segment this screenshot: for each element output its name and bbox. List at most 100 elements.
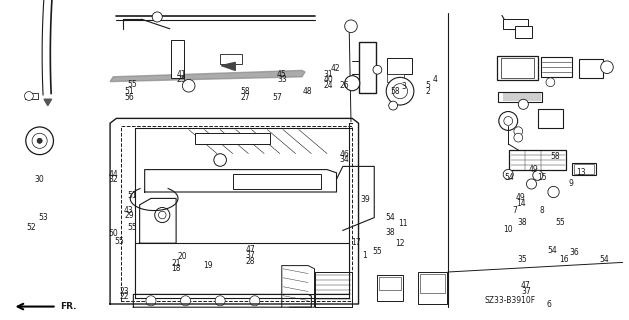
Text: 51: 51	[124, 87, 134, 96]
Circle shape	[392, 84, 408, 99]
Text: 9: 9	[569, 180, 574, 188]
Bar	[195, 133, 270, 144]
Text: 33: 33	[277, 76, 287, 84]
Text: 4: 4	[433, 75, 438, 84]
Bar	[233, 174, 321, 189]
Text: 10: 10	[503, 225, 513, 234]
Bar	[387, 58, 412, 74]
Bar	[359, 42, 376, 93]
Text: 49: 49	[516, 193, 526, 202]
Circle shape	[543, 111, 552, 120]
Text: 48: 48	[302, 87, 312, 96]
Text: 38: 38	[517, 218, 527, 227]
Text: 19: 19	[203, 261, 213, 270]
Circle shape	[345, 20, 357, 33]
Circle shape	[37, 138, 42, 143]
Bar	[572, 163, 596, 175]
Circle shape	[26, 127, 53, 155]
Text: 55: 55	[555, 218, 565, 227]
Circle shape	[514, 127, 523, 136]
Text: 36: 36	[569, 248, 579, 257]
Polygon shape	[221, 62, 235, 70]
Text: 40: 40	[323, 76, 333, 84]
Bar	[579, 59, 603, 78]
Bar	[171, 40, 184, 78]
Text: 25: 25	[176, 76, 186, 84]
Circle shape	[601, 61, 613, 74]
Text: 50: 50	[108, 229, 118, 238]
Text: 32: 32	[108, 175, 118, 184]
Text: 42: 42	[331, 64, 341, 73]
Circle shape	[152, 12, 162, 22]
Bar	[541, 57, 572, 77]
Text: 8: 8	[540, 206, 545, 215]
Text: 26: 26	[340, 81, 350, 90]
Text: 31: 31	[323, 70, 333, 79]
Text: 55: 55	[127, 80, 137, 89]
Bar	[501, 58, 534, 78]
Text: 11: 11	[398, 220, 408, 228]
Bar	[503, 19, 528, 29]
Circle shape	[546, 78, 555, 87]
Circle shape	[159, 211, 166, 219]
Circle shape	[533, 170, 543, 180]
Bar	[574, 164, 594, 174]
Text: 52: 52	[26, 223, 36, 232]
Circle shape	[389, 101, 398, 110]
Bar	[509, 150, 566, 170]
Text: 12: 12	[395, 239, 405, 248]
Text: 58: 58	[550, 152, 560, 161]
Text: 3: 3	[401, 82, 406, 91]
Text: 54: 54	[385, 213, 395, 222]
Bar	[497, 56, 538, 80]
Bar	[418, 272, 447, 304]
Text: 30: 30	[34, 175, 44, 184]
Text: 18: 18	[171, 264, 181, 273]
Text: 55: 55	[127, 223, 137, 232]
Text: 49: 49	[528, 165, 538, 174]
Text: 28: 28	[245, 257, 255, 266]
Circle shape	[499, 112, 518, 130]
Text: 15: 15	[537, 173, 547, 182]
Text: SZ33-B3910F: SZ33-B3910F	[484, 296, 535, 305]
Bar	[498, 92, 542, 102]
Bar	[25, 93, 38, 99]
Bar	[379, 277, 401, 290]
Circle shape	[155, 207, 170, 223]
Text: 55: 55	[114, 237, 125, 246]
Circle shape	[386, 77, 414, 105]
Bar	[420, 274, 445, 293]
Text: 46: 46	[339, 150, 349, 159]
Circle shape	[503, 169, 513, 180]
Circle shape	[504, 116, 513, 125]
Circle shape	[514, 133, 523, 142]
Bar	[377, 275, 403, 301]
Bar	[538, 109, 563, 128]
Text: 54: 54	[504, 173, 515, 182]
Polygon shape	[110, 70, 305, 82]
Text: FR.: FR.	[60, 302, 76, 311]
Text: 23: 23	[120, 287, 130, 296]
Text: 13: 13	[576, 168, 586, 177]
Text: 5: 5	[425, 81, 430, 90]
Text: 47: 47	[245, 245, 255, 254]
Text: 37: 37	[521, 287, 531, 296]
Text: 20: 20	[177, 252, 187, 261]
Circle shape	[250, 296, 260, 306]
Text: 54: 54	[599, 255, 609, 264]
Text: 14: 14	[516, 199, 526, 208]
Text: 34: 34	[339, 156, 349, 164]
Text: 51: 51	[127, 191, 137, 200]
Text: 55: 55	[372, 247, 382, 256]
Text: 27: 27	[240, 93, 250, 102]
Text: 38: 38	[385, 228, 395, 237]
Text: 17: 17	[351, 238, 361, 247]
Text: 6: 6	[547, 300, 552, 309]
Text: 53: 53	[38, 213, 48, 222]
Polygon shape	[44, 99, 52, 106]
Circle shape	[548, 186, 559, 198]
Circle shape	[25, 92, 33, 100]
Text: 58: 58	[390, 87, 400, 96]
Bar	[135, 243, 349, 294]
Circle shape	[32, 133, 47, 148]
